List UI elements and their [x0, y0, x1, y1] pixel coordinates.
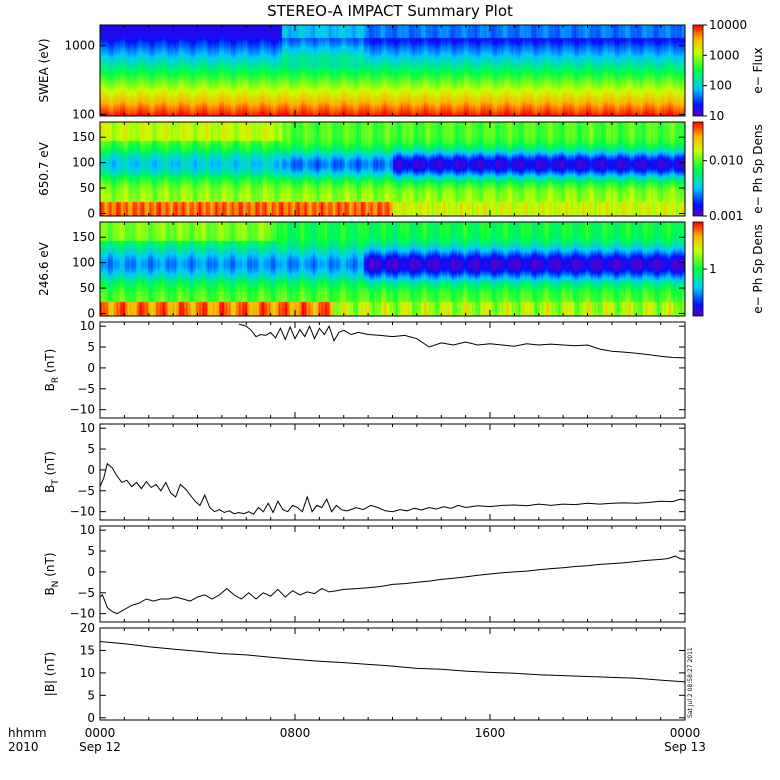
ytick-label: 15	[80, 643, 95, 657]
ytick-label: 150	[72, 230, 95, 244]
series-line	[99, 641, 686, 683]
ytick-label: 100	[72, 107, 95, 121]
ytick-label: 0	[87, 361, 95, 375]
spectrogram-650eV: 0 50 100 150 650.7 eV	[37, 121, 686, 220]
ytick-label: −10	[70, 505, 95, 519]
series-line	[99, 555, 686, 615]
series-line	[99, 462, 686, 515]
panel-ylabel: BN (nT)	[43, 552, 61, 595]
ytick-label: 50	[80, 281, 95, 295]
ytick-label: 150	[72, 130, 95, 144]
panel-frame	[99, 627, 686, 721]
colorbar-tick-label: 10	[709, 109, 724, 123]
ytick-label: 20	[80, 621, 95, 635]
line-panel-1: −10 −5 0 5 10 BT (nT)	[43, 421, 686, 521]
ylabel-main: |B|	[43, 680, 57, 696]
ytick-label: −10	[70, 607, 95, 621]
colorbar-tick-label: 0.010	[709, 154, 743, 168]
minor-time-ticks	[123, 25, 662, 720]
ylabel-main: B	[43, 587, 57, 595]
ylabel-sub: N	[51, 581, 61, 588]
ylabel-main: B	[43, 485, 57, 493]
line-panel-2: −10 −5 0 5 10 BN (nT)	[43, 523, 686, 623]
plot-title: STEREO-A IMPACT Summary Plot	[267, 2, 513, 20]
colorbar-tick-label: 0.001	[709, 209, 743, 223]
series-line	[238, 323, 686, 359]
spectrogram-swea: 100 1000 SWEA (eV)	[37, 24, 686, 121]
panel-ylabel: |B| (nT)	[43, 652, 57, 696]
colorbar-tick-label: 100	[709, 79, 732, 93]
ytick-label: 0	[87, 565, 95, 579]
ytick-label: 5	[87, 340, 95, 354]
panel-frame	[99, 423, 686, 521]
pad-650-heatmap	[100, 122, 685, 216]
colorbar-label: e− Ph Sp Dens	[751, 224, 765, 313]
panel-ylabel: BR (nT)	[43, 349, 61, 392]
colorbar-flux: 10 100 1000 10000 e− Flux	[692, 18, 765, 123]
xtick-label: 1600	[475, 726, 506, 740]
ytick-label: −5	[77, 382, 95, 396]
spectrogram-ylabel: SWEA (eV)	[37, 38, 51, 102]
ytick-label: 10	[80, 666, 95, 680]
ytick-label: 5	[87, 688, 95, 702]
spectrogram-ylabel: 246.6 eV	[37, 241, 51, 296]
ytick-label: −10	[70, 403, 95, 417]
spectrogram-ylabel: 650.7 eV	[37, 141, 51, 196]
xtick-sublabel: Sep 13	[664, 740, 706, 754]
ytick-label: 100	[72, 256, 95, 270]
ytick-label: 0	[87, 463, 95, 477]
ylabel-unit: (nT)	[43, 451, 57, 479]
xtick-label: 0000	[85, 726, 116, 740]
xtick-label: 0800	[280, 726, 311, 740]
spectrogram-246eV: 0 50 100 150 246.6 eV	[37, 221, 686, 320]
ylabel-unit: (nT)	[43, 652, 57, 680]
ytick-label: 1000	[64, 39, 95, 53]
ylabel-unit: (nT)	[43, 552, 57, 580]
ytick-label: 100	[72, 156, 95, 170]
ytick-label: −5	[77, 586, 95, 600]
panel-ylabel: BT (nT)	[43, 451, 61, 493]
timestamp-label: Sat Jul 2 08:58:27 2011	[687, 647, 694, 718]
ylabel-sub: T	[51, 479, 61, 486]
ytick-label: 5	[87, 544, 95, 558]
ylabel-unit: (nT)	[43, 349, 57, 377]
line-panel-3: 0 5 10 15 20 |B| (nT)	[43, 621, 686, 725]
colorbar-tick-label: 1000	[709, 48, 740, 62]
colorbar-label: e− Flux	[751, 47, 765, 93]
ytick-label: 0	[87, 306, 95, 320]
ytick-label: 0	[87, 711, 95, 725]
colorbar-label: e− Ph Sp Dens	[751, 124, 765, 213]
ytick-label: 0	[87, 206, 95, 220]
xtick-sublabel: Sep 12	[79, 740, 121, 754]
ytick-label: −5	[77, 484, 95, 498]
colorbar-246: 1 e− Ph Sp Dens	[692, 221, 765, 317]
xtick-label: 0000	[670, 726, 701, 740]
ytick-label: 10	[80, 523, 95, 537]
ytick-label: 5	[87, 442, 95, 456]
ylabel-sub: R	[51, 377, 61, 383]
ytick-label: 50	[80, 181, 95, 195]
corner-label-hhmm: hhmm	[8, 726, 47, 740]
colorbar-tick-label: 10000	[709, 18, 747, 32]
corner-label-year: 2010	[8, 740, 39, 754]
ylabel-main: B	[43, 383, 57, 391]
panel-frame	[99, 525, 686, 623]
ytick-label: 10	[80, 421, 95, 435]
pad-246-heatmap	[100, 222, 685, 316]
line-panel-0: −10 −5 0 5 10 BR (nT)	[43, 319, 686, 419]
colorbar-650: 0.001 0.010 e− Ph Sp Dens	[692, 121, 765, 223]
ytick-label: 10	[80, 319, 95, 333]
colorbar-tick-label: 1	[709, 262, 717, 276]
swea-heatmap	[100, 25, 685, 116]
